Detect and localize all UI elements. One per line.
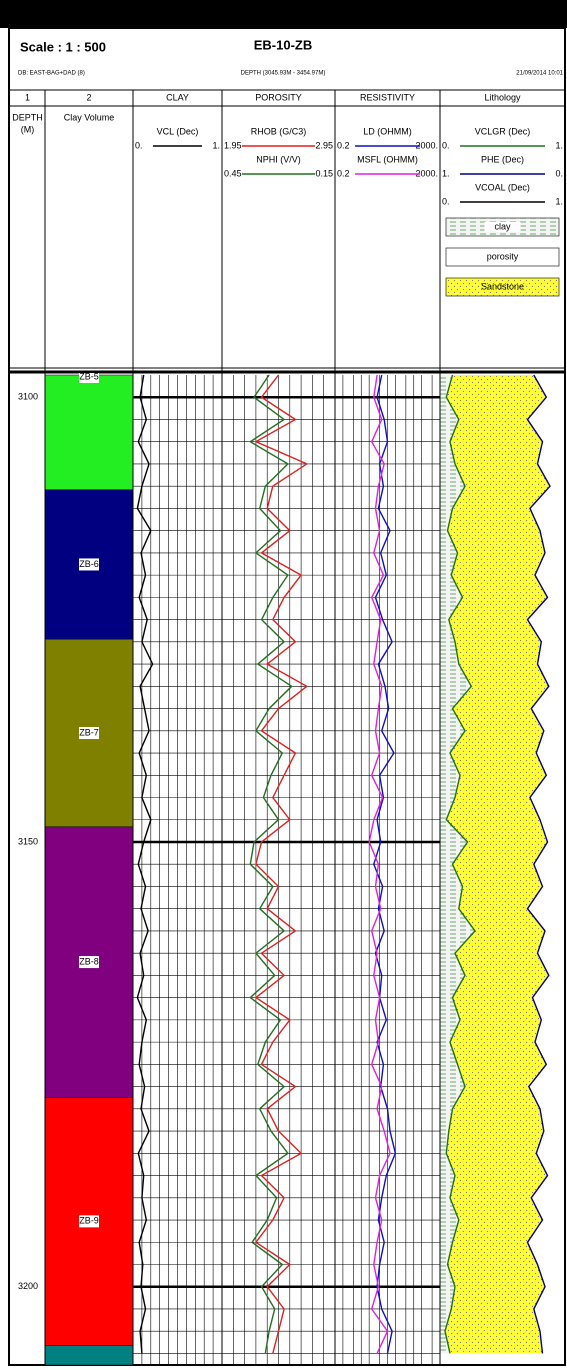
legend-label: porosity	[487, 251, 519, 261]
log-curve	[254, 374, 309, 1354]
track-heading: 2	[86, 92, 91, 102]
zone-label: ZB-6	[79, 559, 99, 569]
zone	[44, 374, 134, 490]
scale-left: 0.	[442, 140, 450, 150]
depth-interval: DEPTH (3045.93M - 3454.97M)	[241, 71, 326, 77]
frame	[8, 27, 566, 1366]
scale-right: 1.	[212, 140, 220, 150]
curve-name: RHOB (G/C3)	[251, 126, 307, 136]
track-label: Clay Volume	[64, 112, 115, 122]
zone-label-box	[79, 558, 99, 571]
log-curve	[136, 374, 154, 1354]
sandstone-fill	[445, 375, 550, 1354]
zone-label-box	[79, 956, 99, 969]
log-curve	[444, 374, 476, 1354]
title: EB-10-ZB	[254, 37, 313, 52]
legend-text-bg	[484, 222, 521, 232]
legend-label: clay	[494, 221, 511, 231]
legend-box	[445, 247, 560, 267]
scale-left: 0.45	[224, 168, 242, 178]
curve-name: VCL (Dec)	[157, 126, 199, 136]
scale-right: 1.	[555, 196, 563, 206]
scale-right: 2000.	[415, 140, 438, 150]
log-curve	[368, 374, 391, 1354]
curve-name: MSFL (OHMM)	[357, 154, 418, 164]
track-heading: POROSITY	[255, 92, 302, 102]
scale-right: 2.95	[315, 140, 333, 150]
zone	[44, 1345, 134, 1365]
scale-right: -0.15	[312, 168, 333, 178]
depth-label: 3200	[18, 1281, 38, 1291]
curve-name: VCLGR (Dec)	[475, 126, 531, 136]
zone-label: ZB-8	[79, 956, 99, 966]
scale-right: 1.	[555, 140, 563, 150]
log-area: ZB-5 ZB-6 ZB-7 ZB-8 ZB-9	[44, 371, 551, 1365]
database: DB: EAST-BAG+DAD (8)	[18, 71, 85, 77]
zone-label-box	[79, 1215, 99, 1228]
curve-name: LD (OHMM)	[363, 126, 412, 136]
scale-left: 0.	[442, 196, 450, 206]
depth-label: 3100	[18, 392, 38, 402]
scale-left: 0.	[135, 140, 143, 150]
log-curve	[248, 374, 293, 1354]
scale-right: 2000.	[415, 168, 438, 178]
scale-left: 0.2	[337, 168, 350, 178]
log-curve	[373, 374, 397, 1354]
legend-box	[445, 277, 560, 297]
track-unit: (M)	[21, 124, 35, 134]
zone-label: ZB-9	[79, 1216, 99, 1226]
scale-left: 1.95	[224, 140, 242, 150]
curve-name: NPHI (V/V)	[256, 154, 301, 164]
track-heading: 1	[25, 92, 30, 102]
log-curve	[526, 374, 551, 1354]
curve-name: VCOAL (Dec)	[475, 182, 530, 192]
date: 21/09/2014 10:01	[516, 71, 563, 77]
scale-left: 1.	[442, 168, 450, 178]
curve-name: PHE (Dec)	[481, 154, 524, 164]
scale-right: 0.	[555, 168, 563, 178]
track-heading: Lithology	[484, 92, 521, 102]
zone-label-box	[79, 373, 99, 383]
zone-label: ZB-7	[79, 727, 99, 737]
scale-left: 0.2	[337, 140, 350, 150]
track-heading: CLAY	[166, 92, 189, 102]
legend-label: Sandstone	[481, 281, 524, 291]
zone-label-box	[79, 727, 99, 740]
depth-label: 3150	[18, 836, 38, 846]
zone-label: ZB-5	[79, 371, 99, 381]
track-heading: RESISTIVITY	[360, 92, 415, 102]
scale: Scale : 1 : 500	[20, 39, 106, 54]
track-label: DEPTH	[12, 112, 43, 122]
top-bar	[0, 0, 567, 28]
